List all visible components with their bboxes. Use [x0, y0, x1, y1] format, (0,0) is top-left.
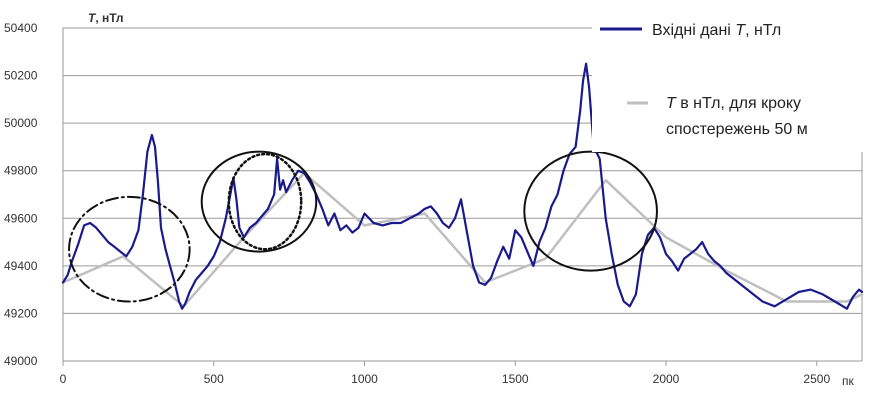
legend-background: [592, 14, 876, 152]
y-tick-label: 49200: [4, 306, 38, 320]
annotation-ellipse-dash-dot: [68, 195, 191, 303]
annotation-ellipse-dotted: [227, 152, 303, 251]
legend: Вхідні дані T, нТл T в нТл, для кроку сп…: [592, 14, 876, 152]
y-tick-label: 49000: [4, 354, 38, 368]
legend-label-step50: T в нТл, для кроку: [666, 95, 801, 112]
x-tick-label: 2500: [803, 372, 830, 386]
y-tick-label: 50400: [4, 21, 38, 35]
series-layer: [61, 62, 864, 310]
plot-frame: [62, 27, 863, 362]
annotation-ellipses: [68, 150, 658, 303]
annotation-ellipse-solid: [200, 150, 318, 253]
series-line-input: [61, 62, 864, 310]
x-tick-label: 500: [204, 372, 224, 386]
y-axis-ticks: 49000 49200 49400 49600 49800 50000 50200 50400: [4, 21, 38, 368]
x-tick-label: 1000: [351, 372, 378, 386]
x-tick-label: 0: [60, 372, 67, 386]
y-tick-label: 50000: [4, 116, 38, 130]
gridlines: [63, 27, 862, 362]
x-axis-ticks: 0 500 1000 1500 2000 2500: [60, 361, 830, 386]
legend-label-input: Вхідні дані T, нТл: [652, 22, 781, 39]
y-axis-title: T, нТл: [88, 11, 123, 25]
annotation-ellipse-solid: [523, 150, 658, 272]
y-tick-label: 49800: [4, 164, 38, 178]
legend-label-step50-line2: спостережень 50 м: [666, 121, 808, 138]
series-line-step50: [61, 171, 864, 308]
y-tick-label: 49600: [4, 211, 38, 225]
x-axis-title: пк: [842, 374, 854, 388]
x-tick-label: 1500: [502, 372, 529, 386]
y-tick-label: 50200: [4, 69, 38, 83]
x-tick-label: 2000: [653, 372, 680, 386]
y-tick-label: 49400: [4, 259, 38, 273]
